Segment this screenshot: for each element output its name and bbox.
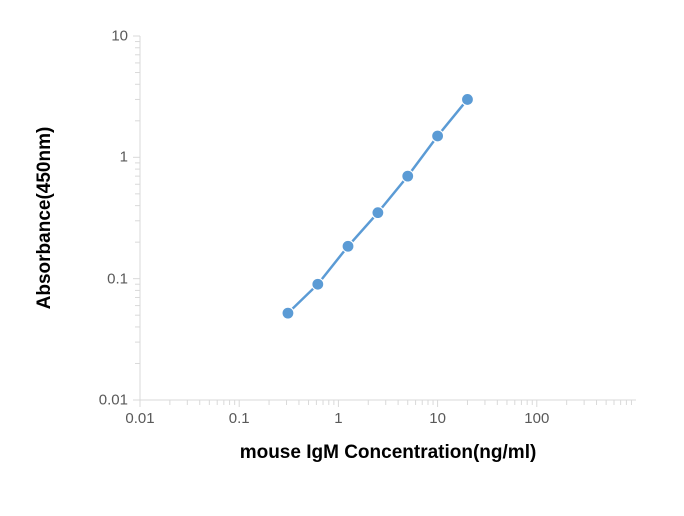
x-tick-label: 0.1 (229, 410, 250, 427)
y-axis-label: Absorbance(450nm) (34, 127, 56, 310)
x-axis-label: mouse IgM Concentration(ng/ml) (240, 442, 537, 464)
x-tick-label: 1 (334, 410, 342, 427)
x-tick-label: 0.01 (125, 410, 154, 427)
chart-container: Absorbance(450nm) mouse IgM Concentratio… (0, 0, 684, 516)
chart-plot (0, 0, 684, 516)
y-tick-label: 0.01 (99, 392, 128, 409)
y-tick-label: 10 (111, 28, 128, 45)
y-tick-label: 0.1 (107, 270, 128, 287)
x-tick-label: 10 (429, 410, 446, 427)
x-tick-label: 100 (524, 410, 549, 427)
y-tick-label: 1 (120, 149, 128, 166)
